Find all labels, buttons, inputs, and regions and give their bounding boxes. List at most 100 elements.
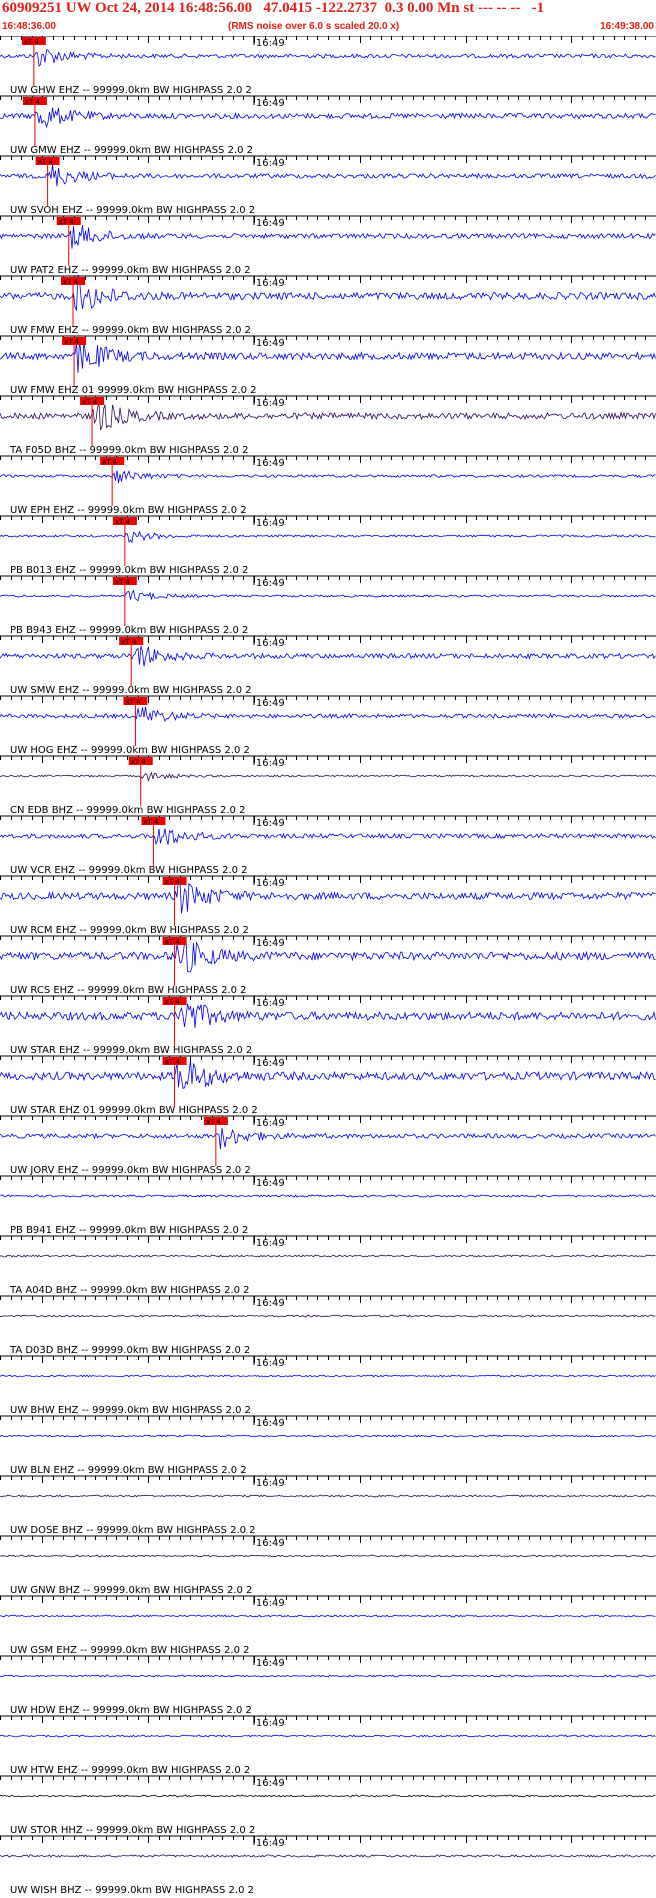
waveform [0, 49, 656, 68]
pick-label: xT 4 [102, 458, 118, 466]
pick-marker [162, 877, 187, 885]
waveform [0, 1254, 656, 1258]
station-label: UW RCS EHZ -- 99999.0km BW HIGHPASS 2.0 … [10, 985, 247, 996]
waveform [0, 470, 656, 484]
pick-label: xT 4 [24, 38, 40, 46]
minute-label: 16:49 [256, 1118, 285, 1129]
minute-label: 16:49 [256, 998, 285, 1009]
pick-marker [35, 157, 60, 165]
pick-label: xT 4 [115, 518, 131, 526]
end-time: 16:49:38.00 [600, 21, 654, 32]
pick-marker [21, 37, 46, 45]
minute-label: 16:49 [256, 1418, 285, 1429]
scale-note: (RMS noise over 6.0 s scaled 20.0 x) [228, 21, 400, 32]
minute-label: 16:49 [256, 818, 285, 829]
waveform [0, 706, 656, 723]
pick-label: xT 4 [64, 338, 80, 346]
pick-label: xT 4 [165, 998, 181, 1006]
waveform [0, 1059, 656, 1089]
waveform [0, 1314, 656, 1318]
waveform [0, 1374, 656, 1378]
pick-label: xT 4 [165, 878, 181, 886]
station-label: PB B943 EHZ -- 99999.0km BW HIGHPASS 2.0… [10, 625, 248, 636]
station-label: TA A04D BHZ -- 99999.0km BW HIGHPASS 2.0… [9, 1285, 250, 1296]
station-label: PB B013 EHZ -- 99999.0km BW HIGHPASS 2.0… [10, 565, 248, 576]
waveform [0, 1554, 656, 1558]
waveform [0, 339, 656, 373]
minute-label: 16:49 [256, 1718, 285, 1729]
station-label: UW FMW EHZ 01 99999.0km BW HIGHPASS 2.0 … [10, 385, 257, 396]
waveform [0, 1734, 656, 1738]
pick-label: xT 4 [82, 398, 98, 406]
start-time: 16:48:36.00 [2, 21, 56, 32]
waveform [0, 1127, 656, 1150]
minute-label: 16:49 [256, 1298, 285, 1309]
station-label: UW BLN EHZ -- 99999.0km BW HIGHPASS 2.0 … [10, 1465, 247, 1476]
minute-label: 16:49 [256, 1598, 285, 1609]
pick-marker [62, 337, 87, 345]
minute-label: 16:49 [256, 1778, 285, 1789]
pick-marker [61, 277, 86, 285]
pick-marker [112, 517, 137, 525]
station-label: CN EDB BHZ -- 99999.0km BW HIGHPASS 2.0 … [10, 805, 245, 816]
minute-label: 16:49 [256, 1538, 285, 1549]
waveform [0, 275, 656, 312]
minute-label: 16:49 [256, 398, 285, 409]
pick-label: xT 4 [121, 638, 137, 646]
pick-label: xT 4 [131, 758, 147, 766]
pick-label: xT 4 [165, 1058, 181, 1066]
pick-label: xT 4 [165, 938, 181, 946]
station-label: UW RCM EHZ -- 99999.0km BW HIGHPASS 2.0 … [10, 925, 249, 936]
station-label: UW STAR EHZ 01 99999.0km BW HIGHPASS 2.0… [10, 1105, 258, 1116]
minute-label: 16:49 [256, 1178, 285, 1189]
pick-marker [141, 817, 166, 825]
minute-label: 16:49 [256, 1658, 285, 1669]
station-label: UW GHW EHZ -- 99999.0km BW HIGHPASS 2.0 … [10, 85, 252, 96]
waveform [0, 1854, 656, 1858]
pick-label: xT 4 [38, 158, 54, 166]
waveform [0, 403, 656, 431]
pick-label: xT 4 [206, 1118, 222, 1126]
waveform [0, 771, 656, 782]
pick-marker [128, 757, 153, 765]
waveform [0, 589, 656, 602]
station-label: UW PAT2 EHZ -- 99999.0km BW HIGHPASS 2.0… [10, 265, 251, 276]
station-label: PB B941 EHZ -- 99999.0km BW HIGHPASS 2.0… [10, 1225, 248, 1236]
waveform [0, 1194, 656, 1198]
station-label: UW DOSE BHZ -- 99999.0km BW HIGHPASS 2.0… [10, 1525, 256, 1536]
station-label: UW VCR EHZ -- 99999.0km BW HIGHPASS 2.0 … [10, 865, 248, 876]
minute-label: 16:49 [256, 758, 285, 769]
minute-label: 16:49 [256, 1058, 285, 1069]
waveform [0, 645, 656, 667]
minute-label: 16:49 [256, 278, 285, 289]
pick-label: xT 4 [59, 218, 75, 226]
waveform [0, 164, 656, 187]
pick-label: xT 4 [125, 698, 141, 706]
station-label: UW FMW EHZ -- 99999.0km BW HIGHPASS 2.0 … [10, 325, 251, 336]
minute-label: 16:49 [256, 1478, 285, 1489]
pick-marker [123, 697, 148, 705]
waveform [0, 1794, 656, 1798]
pick-label: xT 4 [25, 98, 41, 106]
waveform [0, 1494, 656, 1498]
pick-marker [203, 1117, 228, 1125]
minute-label: 16:49 [256, 1358, 285, 1369]
waveform [0, 938, 656, 973]
waveform [0, 107, 656, 129]
minute-label: 16:49 [256, 578, 285, 589]
minute-label: 16:49 [256, 338, 285, 349]
minute-label: 16:49 [256, 158, 285, 169]
station-label: UW HDW EHZ -- 99999.0km BW HIGHPASS 2.0 … [10, 1705, 252, 1716]
waveform [0, 1674, 656, 1678]
minute-label: 16:49 [256, 458, 285, 469]
station-label: UW STAR EHZ -- 99999.0km BW HIGHPASS 2.0… [10, 1045, 252, 1056]
station-label: UW BHW EHZ -- 99999.0km BW HIGHPASS 2.0 … [10, 1405, 251, 1416]
minute-label: 16:49 [256, 98, 285, 109]
station-label: UW GSM EHZ -- 99999.0km BW HIGHPASS 2.0 … [10, 1645, 249, 1656]
pick-marker [22, 97, 47, 105]
waveform [0, 877, 656, 914]
station-label: UW STOR HHZ -- 99999.0km BW HIGHPASS 2.0… [10, 1825, 255, 1836]
station-label: UW SMW EHZ -- 99999.0km BW HIGHPASS 2.0 … [10, 685, 252, 696]
waveform [0, 828, 656, 846]
